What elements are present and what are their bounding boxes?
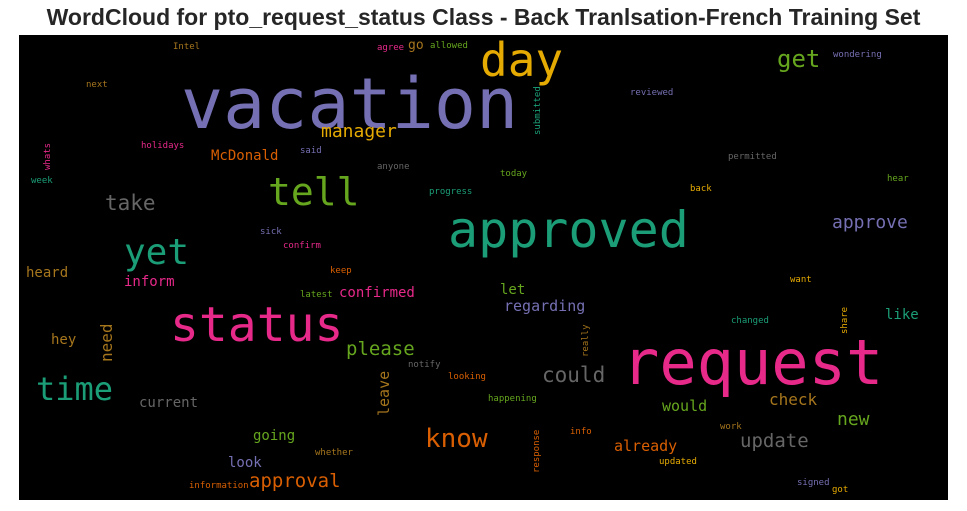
word-confirmed: confirmed	[339, 285, 415, 301]
word-want: want	[790, 275, 812, 285]
word-status: status	[170, 297, 344, 353]
word-allowed: allowed	[430, 41, 468, 51]
word-heard: heard	[26, 265, 69, 281]
word-happening: happening	[488, 394, 537, 404]
word-info: info	[570, 427, 592, 437]
word-approved: approved	[448, 201, 689, 259]
word-hear: hear	[887, 174, 909, 184]
word-check: check	[769, 390, 818, 409]
word-permitted: permitted	[728, 152, 777, 162]
word-latest: latest	[300, 290, 333, 300]
word-changed: changed	[731, 316, 769, 326]
word-submitted: submitted	[533, 86, 543, 135]
word-leave: leave	[375, 370, 393, 416]
word-approval: approval	[249, 470, 341, 492]
word-updated: updated	[659, 457, 697, 467]
word-signed: signed	[797, 478, 830, 488]
word-said: said	[300, 146, 322, 156]
word-go: go	[408, 38, 424, 53]
word-information: information	[189, 481, 249, 491]
word-manager: manager	[321, 121, 397, 142]
word-work: work	[720, 422, 742, 432]
word-regarding: regarding	[504, 297, 586, 315]
word-looking: looking	[448, 372, 486, 382]
word-please: please	[346, 338, 415, 360]
word-inform: inform	[124, 274, 175, 290]
word-agree: agree	[377, 43, 405, 53]
word-hey: hey	[51, 332, 77, 348]
word-approve: approve	[832, 212, 908, 233]
word-get: get	[777, 45, 821, 73]
word-know: know	[425, 424, 488, 454]
word-sick: sick	[260, 227, 282, 237]
word-today: today	[500, 169, 528, 179]
word-could: could	[542, 363, 606, 387]
word-intel: Intel	[173, 42, 201, 52]
word-next: next	[86, 80, 108, 90]
word-back: back	[690, 184, 712, 194]
word-yet: yet	[124, 232, 190, 273]
word-let: let	[500, 282, 526, 298]
word-reviewed: reviewed	[630, 88, 674, 98]
word-like: like	[885, 307, 919, 323]
word-time: time	[36, 370, 114, 408]
word-notify: notify	[408, 360, 441, 370]
word-progress: progress	[429, 187, 473, 197]
word-got: got	[832, 485, 849, 495]
word-really: really	[581, 324, 591, 357]
word-confirm: confirm	[283, 241, 321, 251]
word-response: response	[532, 429, 542, 473]
word-holidays: holidays	[141, 141, 185, 151]
word-take: take	[105, 191, 156, 215]
word-already: already	[614, 437, 678, 455]
word-look: look	[228, 455, 262, 471]
word-need: need	[97, 323, 116, 362]
word-going: going	[253, 428, 296, 444]
word-mcdonald: McDonald	[211, 148, 279, 164]
word-whether: whether	[315, 448, 353, 458]
word-request: request	[622, 326, 884, 399]
word-whats: whats	[43, 142, 53, 170]
word-anyone: anyone	[377, 162, 410, 172]
word-current: current	[139, 395, 199, 411]
word-vacation: vacation	[181, 63, 519, 145]
word-day: day	[480, 35, 564, 87]
word-share: share	[840, 306, 850, 334]
word-would: would	[662, 397, 708, 415]
word-cloud-canvas: vacation request approved status day tel…	[19, 35, 948, 500]
word-week: week	[31, 176, 53, 186]
chart-title: WordCloud for pto_request_status Class -…	[46, 4, 921, 30]
word-keep: keep	[330, 266, 352, 276]
word-wondering: wondering	[833, 50, 882, 60]
word-new: new	[837, 409, 870, 430]
word-update: update	[740, 430, 809, 452]
word-tell: tell	[268, 170, 360, 214]
